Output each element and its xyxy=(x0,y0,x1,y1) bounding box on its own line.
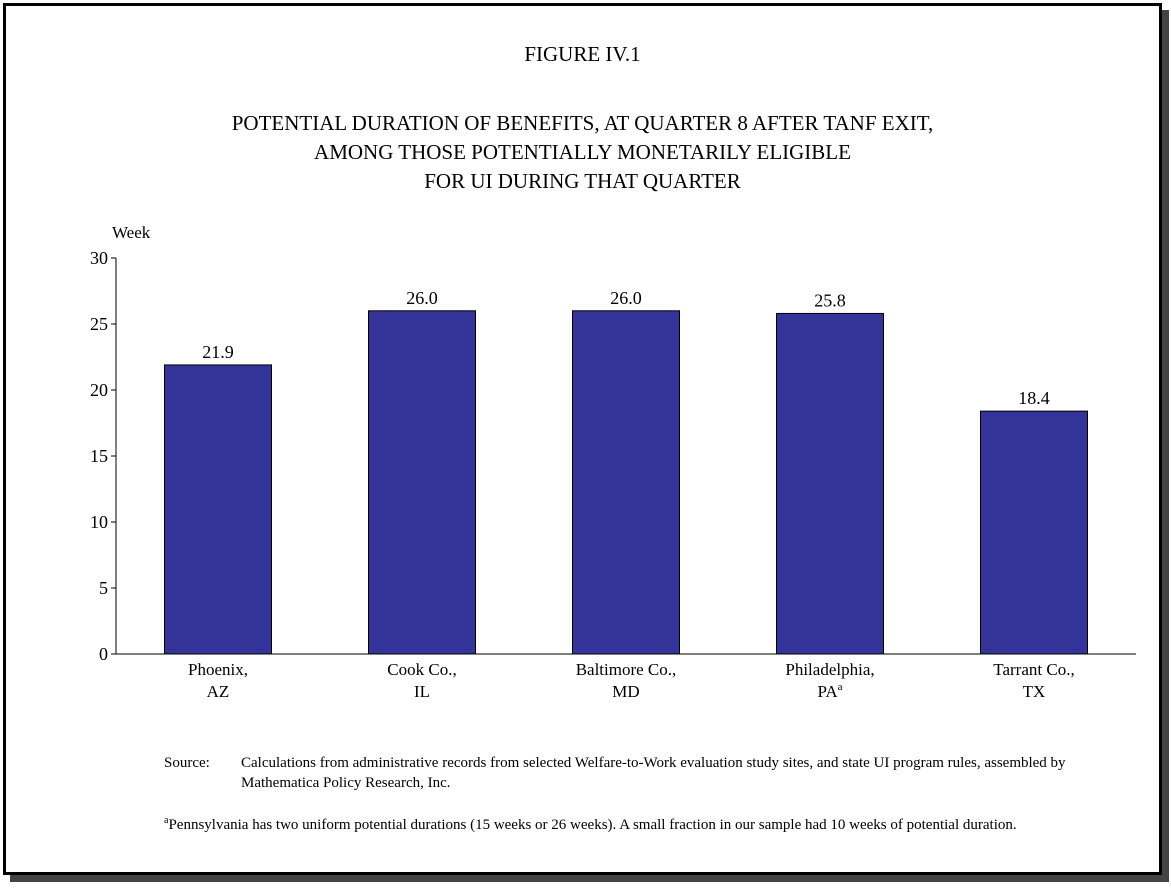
y-tick-label: 0 xyxy=(99,644,108,664)
figure-label: FIGURE IV.1 xyxy=(524,42,641,66)
x-tick-label-superscript: a xyxy=(838,681,843,693)
footnote-marker: a xyxy=(164,815,169,826)
chart-title: POTENTIAL DURATION OF BENEFITS, AT QUART… xyxy=(6,109,1159,196)
data-label: 21.9 xyxy=(202,342,234,362)
notes: Source: Calculations from administrative… xyxy=(164,753,1114,835)
source-text: Calculations from administrative records… xyxy=(241,755,1066,791)
bar-chart: Week 0 5 10 15 20 25 30 21.9 Phoenix, AZ 26.0 Cook C… xyxy=(90,223,1136,701)
bar xyxy=(572,310,680,655)
bar xyxy=(776,312,884,655)
x-tick-label: Phoenix, xyxy=(188,660,248,679)
source-note: Source: Calculations from administrative… xyxy=(164,753,1114,793)
x-tick-label: Philadelphia, xyxy=(785,660,874,679)
data-label: 18.4 xyxy=(1018,388,1050,408)
bar xyxy=(368,310,476,655)
title-line-2: AMONG THOSE POTENTIALLY MONETARILY ELIGI… xyxy=(314,140,851,164)
x-tick-label: IL xyxy=(414,682,430,701)
x-tick-label: TX xyxy=(1023,682,1046,701)
y-tick-label: 10 xyxy=(90,512,108,532)
x-tick-label: Cook Co., xyxy=(387,660,456,679)
y-tick-label: 30 xyxy=(90,248,108,268)
y-tick-label: 15 xyxy=(90,446,108,466)
x-tick-label: Tarrant Co., xyxy=(993,660,1074,679)
title-line-1: POTENTIAL DURATION OF BENEFITS, AT QUART… xyxy=(231,111,934,135)
y-tick-label: 25 xyxy=(90,314,108,334)
bar xyxy=(980,410,1088,655)
data-label: 26.0 xyxy=(610,288,642,308)
source-label: Source: xyxy=(164,755,210,771)
footnote: aPennsylvania has two uniform potential … xyxy=(164,811,1114,835)
title-line-3: FOR UI DURING THAT QUARTER xyxy=(424,169,741,193)
y-axis-label: Week xyxy=(112,223,151,242)
x-tick-label: AZ xyxy=(207,682,230,701)
footnote-text: Pennsylvania has two uniform potential d… xyxy=(168,817,1017,833)
x-tick-label: Baltimore Co., xyxy=(576,660,677,679)
bar xyxy=(164,364,272,655)
y-tick-label: 20 xyxy=(90,380,108,400)
x-tick-label: PAa xyxy=(817,681,842,701)
figure-frame: FIGURE IV.1 POTENTIAL DURATION OF BENEFI… xyxy=(3,3,1162,875)
data-label: 25.8 xyxy=(814,290,846,310)
y-tick-label: 5 xyxy=(99,578,108,598)
x-tick-label: MD xyxy=(612,682,639,701)
data-label: 26.0 xyxy=(406,288,438,308)
